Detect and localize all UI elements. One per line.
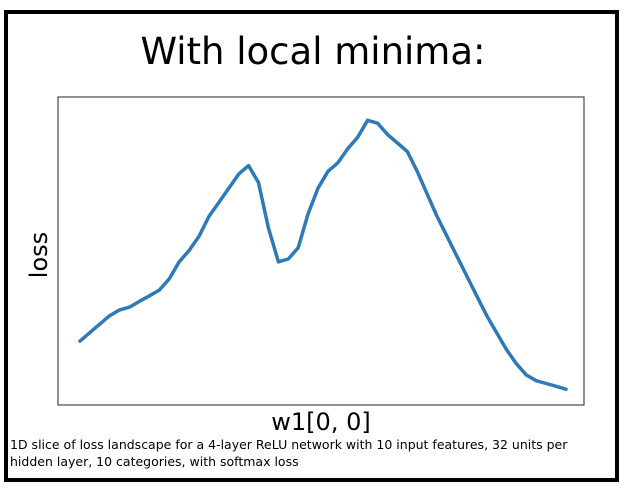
loss-curve-line (78, 118, 568, 391)
slide-title: With local minima: (140, 30, 486, 73)
slide-frame (4, 10, 619, 482)
slide-caption: 1D slice of loss landscape for a 4-layer… (10, 437, 568, 469)
x-axis-label: w1[0, 0] (271, 408, 370, 436)
plot-area (57, 96, 585, 406)
y-axis-label: loss (25, 232, 53, 278)
